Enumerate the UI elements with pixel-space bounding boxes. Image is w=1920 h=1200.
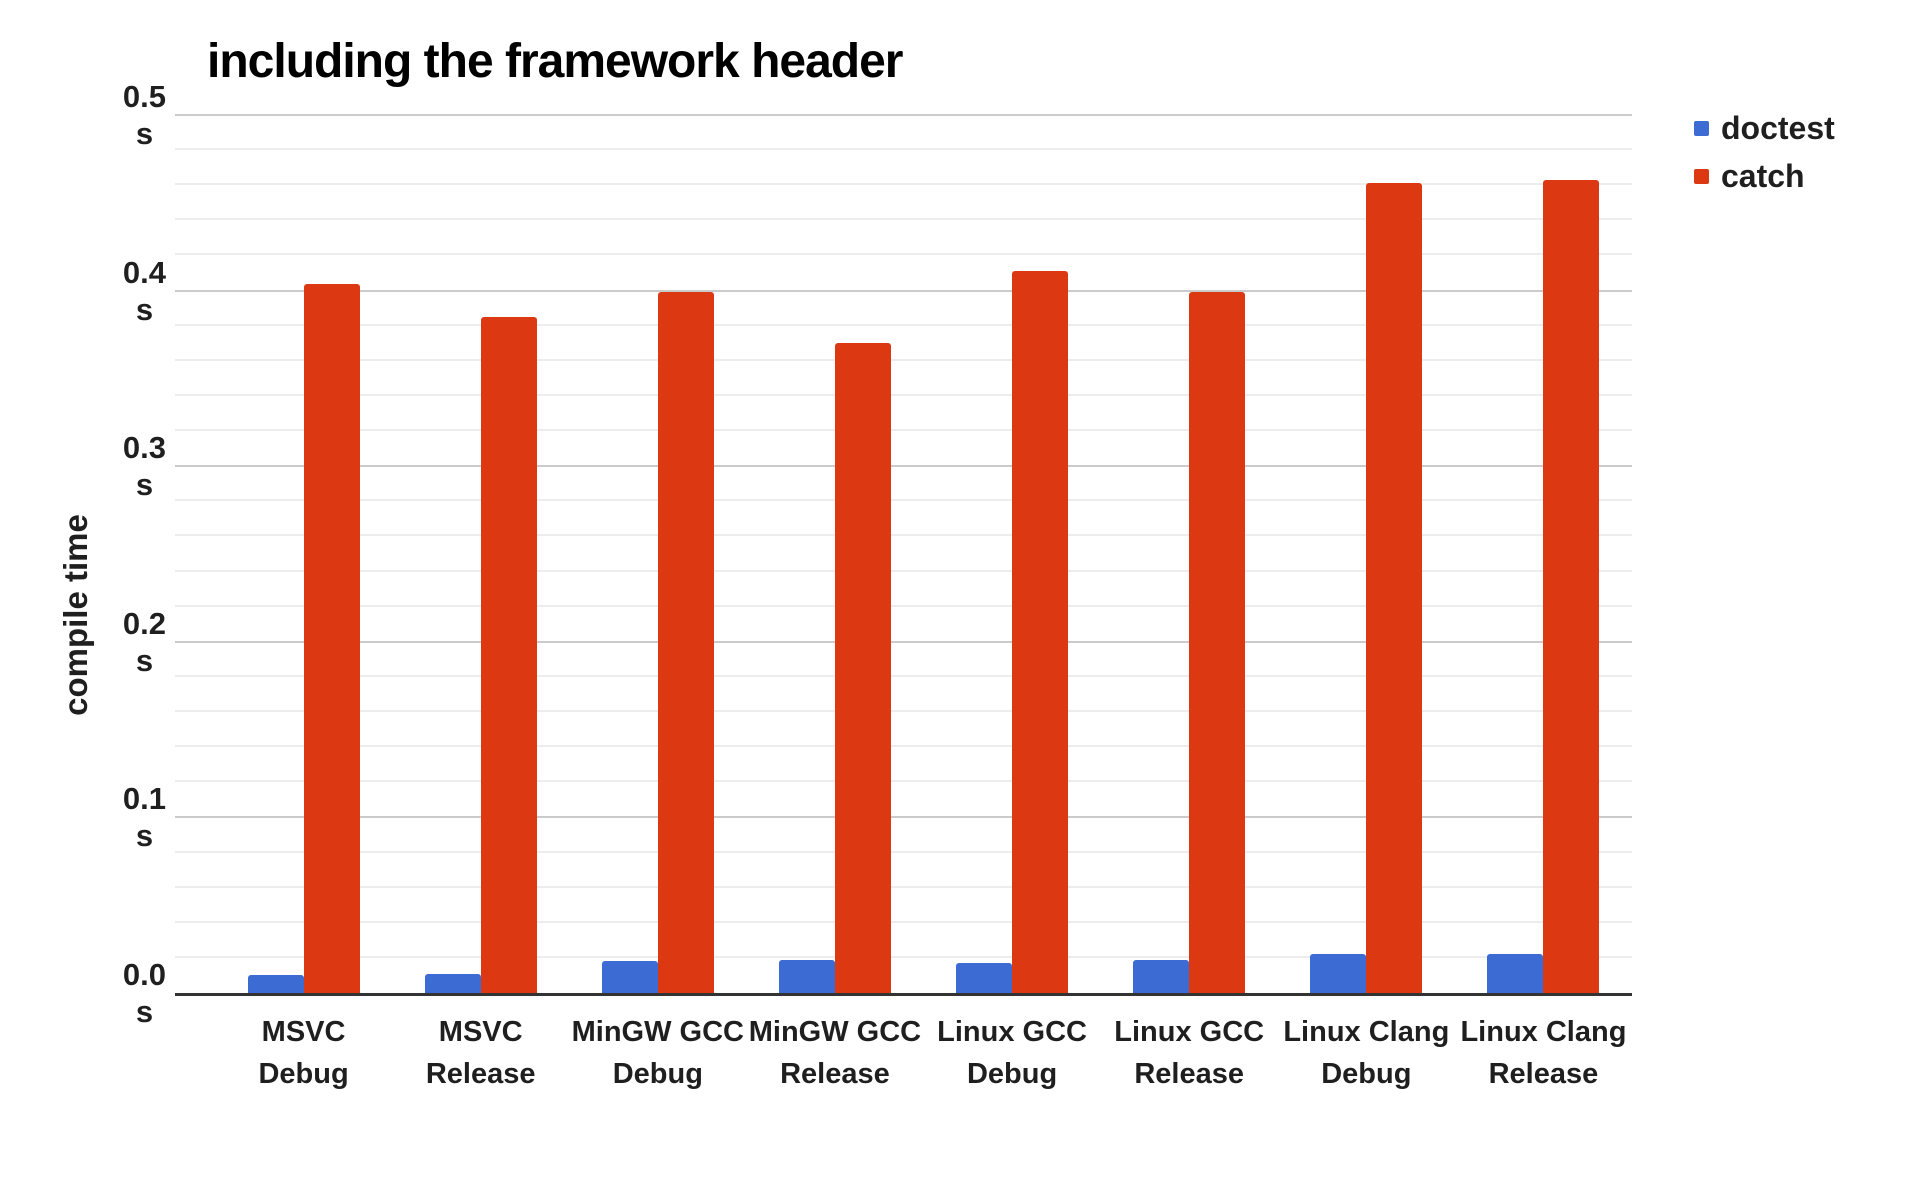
gridlines	[175, 114, 1632, 993]
x-category-label: Linux Clang Debug	[1283, 1016, 1450, 1090]
legend: doctest catch	[1694, 110, 1835, 194]
minor-gridline	[175, 218, 1632, 221]
y-tick-unit: s	[135, 291, 154, 327]
minor-gridline	[175, 323, 1632, 326]
major-gridline	[175, 289, 1632, 292]
bar-group-linux-clang-release: Linux Clang Release	[1460, 115, 1626, 1090]
bar-group-msvc-debug: MSVC Debug	[247, 115, 360, 1090]
y-tick-unit: s	[135, 467, 154, 503]
bar-catch-msvc-release	[480, 316, 537, 993]
bar-catch-linux-clang-debug	[1366, 183, 1423, 993]
bar-groups: MSVC Debug MSVC Release MinGW GCC Debug Min…	[175, 115, 1632, 1090]
y-tick-label: 0.4 s	[123, 254, 166, 328]
x-category-label: MSVC Debug	[258, 1016, 349, 1090]
minor-gridline	[175, 745, 1632, 748]
y-tick-unit: s	[135, 642, 154, 678]
y-tick-value: 0.4	[122, 254, 166, 290]
plot-area: MSVC Debug MSVC Release MinGW GCC Debug Min…	[175, 114, 1632, 1090]
chart-title: including the framework header	[207, 35, 903, 88]
bar-group-mingw-gcc-debug: MinGW GCC Debug	[572, 115, 744, 1090]
minor-gridline	[175, 710, 1632, 713]
major-gridline	[175, 816, 1632, 819]
y-tick-value: 0.2	[122, 605, 166, 641]
bar-group-msvc-release: MSVC Release	[424, 115, 537, 1090]
minor-gridline	[175, 534, 1632, 537]
major-gridline	[175, 114, 1632, 116]
bar-catch-linux-gcc-debug	[1012, 271, 1069, 993]
bar-catch-msvc-debug	[303, 283, 360, 993]
minor-gridline	[175, 674, 1632, 677]
legend-label-doctest: doctest	[1721, 110, 1835, 146]
bar-group-linux-gcc-release: Linux GCC Release	[1114, 115, 1264, 1090]
y-tick-value: 0.1	[122, 781, 166, 817]
minor-gridline	[175, 569, 1632, 572]
bar-catch-mingw-gcc-release	[834, 343, 891, 993]
bar-doctest-linux-gcc-debug	[956, 963, 1013, 993]
bar-doctest-mingw-gcc-debug	[601, 961, 658, 993]
legend-label-catch: catch	[1721, 158, 1805, 194]
minor-gridline	[175, 920, 1632, 923]
major-gridline	[175, 465, 1632, 468]
minor-gridline	[175, 253, 1632, 256]
x-category-label: Linux Clang Release	[1460, 1016, 1627, 1090]
minor-gridline	[175, 604, 1632, 607]
y-tick-unit: s	[135, 818, 154, 854]
bar-group-linux-clang-debug: Linux Clang Debug	[1283, 115, 1449, 1090]
x-category-label: MinGW GCC Debug	[571, 1016, 744, 1090]
minor-gridline	[175, 499, 1632, 502]
minor-gridline	[175, 393, 1632, 396]
x-category-label: MSVC Release	[425, 1016, 536, 1090]
bar-catch-linux-gcc-release	[1189, 292, 1246, 993]
x-category-label: Linux GCC Release	[1114, 1016, 1265, 1090]
y-tick-value: 0.0	[122, 957, 166, 992]
y-tick-label: 0.5 s	[123, 78, 166, 152]
minor-gridline	[175, 885, 1632, 888]
bar-group-linux-gcc-debug: Linux GCC Debug	[937, 115, 1087, 1090]
minor-gridline	[175, 850, 1632, 853]
x-category-label: Linux GCC Debug	[937, 1016, 1087, 1090]
legend-item-doctest: doctest	[1694, 110, 1835, 146]
legend-item-catch: catch	[1694, 158, 1835, 194]
minor-gridline	[175, 955, 1632, 958]
y-tick-value: 0.3	[122, 430, 166, 466]
bar-doctest-linux-clang-debug	[1310, 954, 1367, 993]
bar-group-mingw-gcc-release: MinGW GCC Release	[749, 115, 921, 1090]
y-tick-label: 0.0 s	[123, 956, 166, 1030]
bar-catch-linux-clang-release	[1543, 179, 1600, 993]
bar-doctest-linux-gcc-release	[1133, 959, 1190, 993]
minor-gridline	[175, 148, 1632, 151]
minor-gridline	[175, 429, 1632, 432]
y-tick-label: 0.3 s	[123, 429, 166, 503]
bar-catch-mingw-gcc-debug	[657, 292, 714, 993]
legend-swatch-catch	[1694, 168, 1709, 184]
minor-gridline	[175, 183, 1632, 186]
x-category-label: MinGW GCC Release	[748, 1016, 922, 1090]
minor-gridline	[175, 358, 1632, 361]
y-tick-value: 0.5	[122, 79, 166, 114]
y-tick-label: 0.2 s	[123, 605, 166, 679]
legend-swatch-doctest	[1694, 120, 1709, 136]
y-tick-label: 0.1 s	[123, 780, 166, 854]
y-axis-tick-labels: 0.0 s 0.1 s 0.2 s 0.3 s 0.4 s 0.5 s	[0, 79, 166, 1029]
y-tick-unit: s	[135, 116, 154, 151]
bar-doctest-mingw-gcc-release	[778, 959, 835, 993]
bar-doctest-linux-clang-release	[1487, 954, 1544, 993]
bar-doctest-msvc-debug	[247, 975, 304, 993]
bar-doctest-msvc-release	[424, 973, 481, 993]
minor-gridline	[175, 780, 1632, 783]
major-gridline	[175, 640, 1632, 643]
y-tick-unit: s	[135, 994, 154, 1029]
